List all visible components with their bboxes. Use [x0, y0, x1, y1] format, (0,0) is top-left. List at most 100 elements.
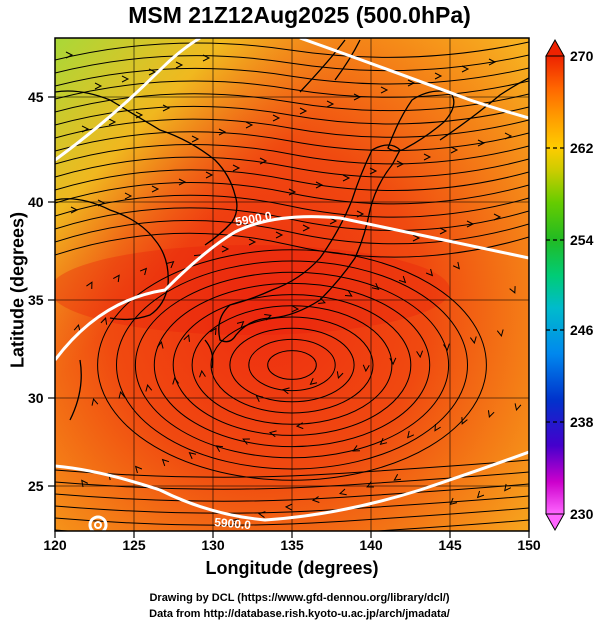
streamline-arrow [70, 206, 79, 214]
streamline [55, 93, 529, 113]
streamline-arrow [215, 445, 224, 452]
streamline-arrow [339, 488, 347, 496]
streamline-arrow [91, 397, 99, 406]
streamline [134, 271, 450, 459]
data-credit: Data from http://database.rish.kyoto-u.a… [149, 608, 450, 620]
streamline-arrow [188, 451, 197, 460]
streamline-arrow [232, 164, 241, 172]
colorbar-tick-label: 254 [570, 232, 594, 248]
contour-labels: 5900.0 5900.0 [214, 209, 273, 532]
colorbar [545, 38, 565, 532]
streamline [153, 282, 431, 448]
streamline-arrow [257, 511, 266, 518]
streamline [55, 131, 529, 152]
streamline [116, 260, 469, 470]
x-tick-label: 120 [43, 537, 67, 553]
streamline-arrow [362, 364, 370, 373]
streamline-arrow [344, 290, 353, 297]
streamline-arrow [272, 114, 281, 122]
temperature-field [55, 38, 529, 531]
geopotential-contours [55, 38, 529, 531]
streamline-arrow [356, 210, 365, 218]
y-tick-label: 25 [28, 478, 44, 494]
streamline-arrow [369, 167, 378, 175]
streamline-arrow [450, 146, 459, 154]
streamline-arrow [443, 343, 450, 352]
streamline-arrow [398, 275, 407, 284]
streamline-arrow [423, 153, 432, 161]
streamline-arrow [236, 320, 245, 329]
streamline-arrow [81, 479, 89, 488]
x-tick-label: 130 [201, 537, 225, 553]
streamline-arrow [318, 297, 326, 304]
contour-label: 5900.0 [234, 209, 273, 229]
streamline-arrow [477, 139, 486, 147]
streamline-arrow [389, 357, 397, 366]
streamline-arrow [145, 383, 153, 392]
colorbar-tick-label: 230 [570, 506, 594, 522]
streamline [55, 143, 529, 165]
streamline-arrow [434, 72, 443, 80]
streamline-arrow [439, 227, 448, 235]
streamline [55, 507, 529, 526]
streamline-arrow [81, 125, 90, 133]
streamline-arrow [461, 65, 470, 73]
y-tick-label: 35 [28, 292, 44, 308]
streamline-arrow [94, 82, 103, 90]
streamline-arrow [199, 369, 206, 378]
streamline-arrow [379, 437, 388, 446]
streamline [55, 182, 529, 205]
x-tick-label: 140 [359, 537, 383, 553]
streamline-arrow [156, 340, 164, 349]
colorbar-tick-label: 246 [570, 322, 594, 338]
streamline-arrow [218, 128, 227, 136]
streamline-arrow [476, 490, 485, 499]
streamline [191, 305, 393, 425]
streamline-arrow [291, 305, 300, 313]
streamline-arrow [134, 465, 143, 474]
streamline-arrow [452, 261, 460, 270]
streamline-arrow [493, 213, 502, 221]
streamline-arrow [412, 234, 421, 242]
streamline-arrow [302, 224, 311, 232]
streamline-arrow [100, 317, 108, 325]
streamline-arrow [148, 68, 157, 76]
streamline [55, 194, 529, 218]
streamline-arrow [205, 171, 214, 179]
streamline-arrow [268, 430, 277, 438]
streamline-arrow [73, 323, 81, 332]
streamline-arrow [172, 376, 180, 385]
streamline [55, 495, 529, 514]
streamline-arrow [161, 458, 170, 467]
page-title: MSM 21Z12Aug2025 (500.0hPa) [128, 2, 471, 28]
colorbar-tick-label: 262 [570, 140, 594, 156]
x-tick-label: 125 [122, 537, 146, 553]
streamline-arrow [288, 188, 297, 196]
streamline-arrow [342, 174, 351, 182]
streamline-arrow [175, 61, 184, 69]
streamline-arrow [371, 282, 380, 290]
streamline-arrow [326, 100, 335, 108]
streamline-arrow [275, 231, 284, 239]
streamline-arrow [504, 132, 513, 140]
streamline-arrow [248, 238, 257, 246]
streamline-arrow [425, 268, 434, 277]
streamline-arrow [124, 192, 133, 200]
streamline [55, 232, 529, 258]
streamline-arrow [488, 58, 497, 66]
streamline [55, 519, 529, 531]
streamline-arrow [178, 178, 187, 186]
streamline-arrow [329, 217, 338, 225]
y-tick-label: 30 [28, 390, 44, 406]
streamline [55, 156, 529, 178]
colorbar-tick-label: 270 [570, 48, 594, 64]
streamline-arrow [469, 336, 477, 345]
streamline-arrow [352, 445, 360, 452]
streamline-arrow [496, 329, 504, 338]
streamline-arrow [121, 75, 130, 83]
streamline-arrow [183, 334, 190, 342]
streamline-arrow [230, 518, 239, 526]
streamline-arrow [514, 403, 522, 412]
streamline [55, 459, 529, 478]
streamline-arrow [407, 79, 416, 87]
